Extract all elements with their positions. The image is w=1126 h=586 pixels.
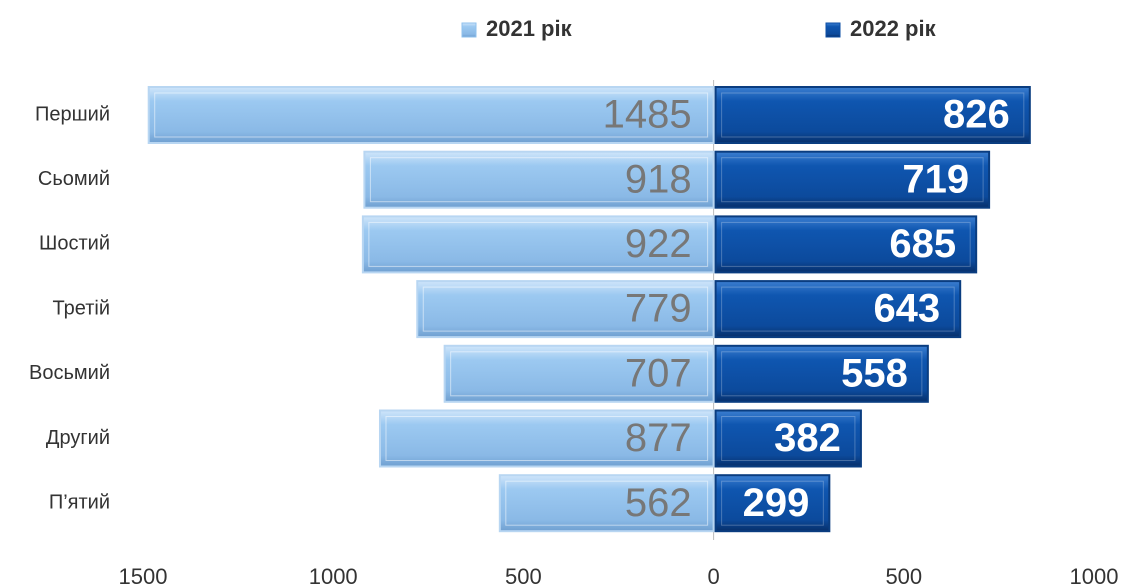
- bar-bevel: [721, 351, 923, 397]
- category-label: Третій: [53, 297, 110, 319]
- value-label: 826: [943, 93, 1010, 137]
- bar-bevel: [422, 286, 709, 332]
- value-label: 779: [625, 287, 692, 331]
- value-label: 558: [841, 351, 908, 395]
- category-label: Шостий: [39, 233, 110, 255]
- value-label: 877: [625, 416, 692, 460]
- legend-swatch: [825, 22, 841, 38]
- category-label: Другий: [46, 427, 110, 449]
- bar: [714, 280, 962, 339]
- legend-label: 2021 рік: [486, 16, 573, 41]
- bar: [714, 150, 991, 209]
- category-label: П’ятий: [49, 491, 110, 513]
- bar: [147, 86, 715, 144]
- value-label: 707: [625, 351, 692, 395]
- x-tick-label: 1000: [309, 564, 358, 586]
- value-label: 719: [902, 157, 969, 201]
- bar-bevel: [721, 480, 824, 526]
- category-label: Сьомий: [38, 168, 110, 190]
- value-label: 562: [625, 481, 692, 525]
- bar: [714, 409, 862, 468]
- value-label: 685: [889, 222, 956, 266]
- bar-bevel: [505, 480, 709, 526]
- bar: [443, 344, 715, 403]
- bar: [714, 474, 831, 533]
- bar-bevel: [721, 92, 1025, 138]
- bar-bevel: [721, 416, 856, 461]
- bar: [416, 280, 715, 339]
- category-label: Перший: [35, 103, 110, 125]
- bar-bevel: [721, 157, 984, 203]
- legend-swatch: [461, 22, 477, 38]
- bar: [361, 215, 715, 274]
- bar: [714, 344, 929, 403]
- value-label: 382: [774, 416, 841, 460]
- bar: [714, 215, 978, 274]
- value-label: 299: [743, 481, 810, 525]
- bar: [378, 409, 715, 468]
- x-tick-label: 500: [505, 564, 542, 586]
- bar-bevel: [721, 221, 971, 267]
- value-label: 1485: [603, 93, 692, 137]
- legend-label: 2022 рік: [850, 16, 937, 41]
- bar: [498, 474, 715, 533]
- bar-bevel: [721, 286, 955, 332]
- value-label: 918: [625, 157, 692, 201]
- x-tick-label: 1500: [119, 564, 168, 586]
- bar: [363, 150, 715, 209]
- value-label: 922: [625, 222, 692, 266]
- bar: [714, 86, 1031, 144]
- bar-bevel: [368, 221, 709, 267]
- x-tick-label: 1000: [1070, 564, 1119, 586]
- bar-bevel: [369, 157, 709, 203]
- category-label: Восьмий: [29, 362, 110, 384]
- value-label: 643: [873, 287, 940, 331]
- bar-bevel: [385, 416, 709, 461]
- bar-bevel: [450, 351, 709, 397]
- bar-bevel: [154, 92, 709, 138]
- x-tick-label: 0: [707, 564, 719, 586]
- x-tick-label: 500: [885, 564, 922, 586]
